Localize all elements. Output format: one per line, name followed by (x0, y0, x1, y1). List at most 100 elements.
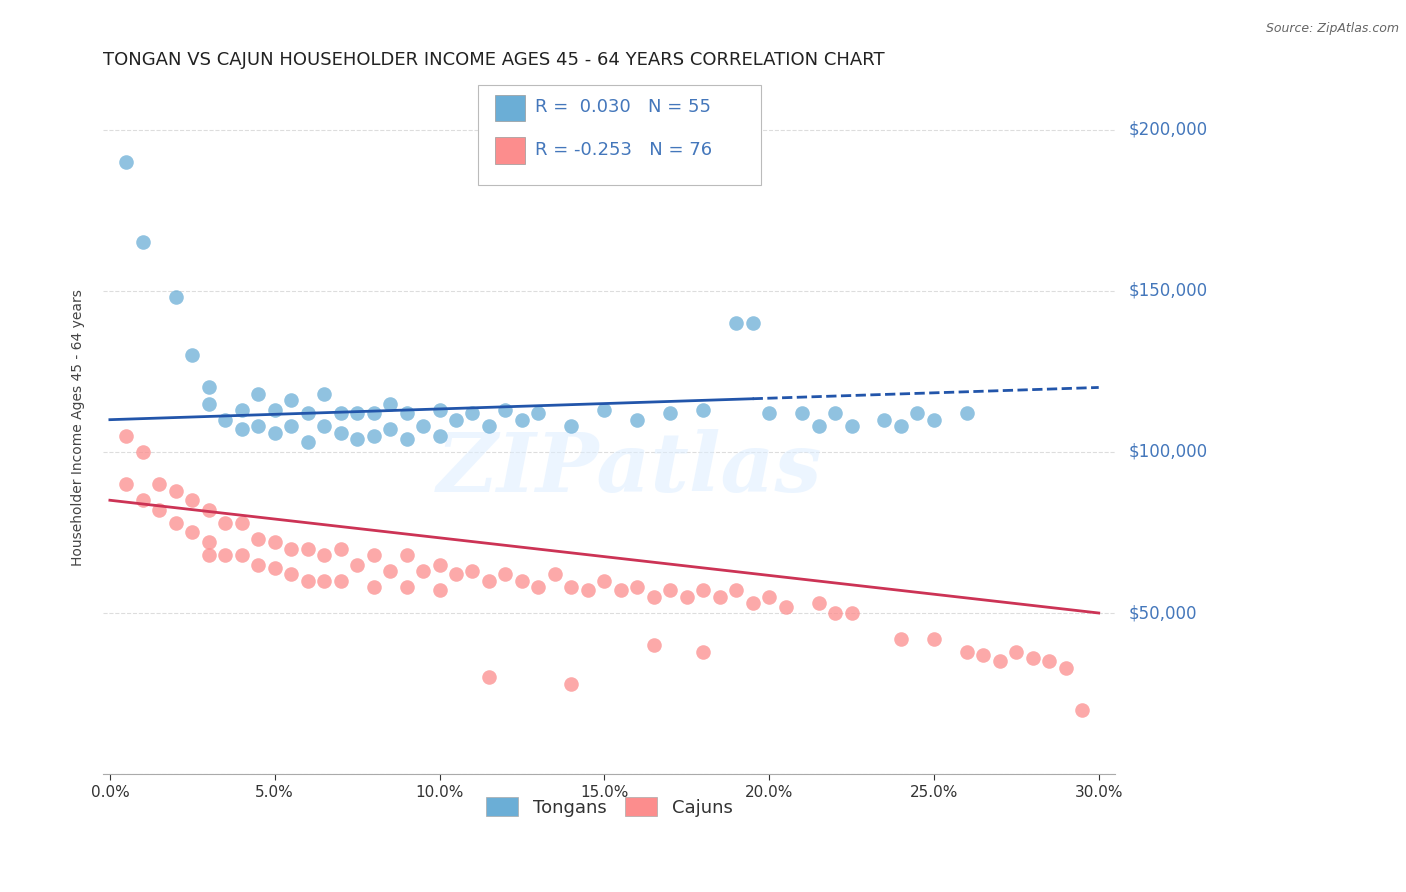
Point (378, 422, 401, 436)
Point (247, 532, 270, 546)
Point (725, 583, 748, 598)
Point (956, 406, 979, 420)
Point (412, 564, 434, 578)
Point (165, 516, 187, 530)
Point (593, 574, 616, 588)
Point (692, 645, 714, 659)
Point (165, 290, 187, 304)
Point (329, 406, 352, 420)
Point (510, 574, 533, 588)
Point (181, 493, 204, 508)
Point (610, 583, 633, 598)
Point (363, 429, 385, 443)
Point (181, 348, 204, 362)
Point (378, 396, 401, 410)
Point (314, 548, 336, 562)
Point (297, 435, 319, 450)
Point (444, 412, 467, 426)
Legend: Tongans, Cajuns: Tongans, Cajuns (479, 790, 740, 824)
Point (907, 406, 929, 420)
Point (841, 419, 863, 434)
Point (824, 406, 846, 420)
Point (527, 406, 550, 420)
Point (643, 590, 665, 604)
Point (593, 403, 616, 417)
Point (741, 596, 763, 610)
Text: R = -0.253   N = 76: R = -0.253 N = 76 (536, 141, 713, 159)
Point (115, 429, 138, 443)
Point (873, 412, 896, 426)
Point (132, 493, 155, 508)
Point (214, 548, 236, 562)
Point (758, 406, 780, 420)
Point (214, 412, 236, 426)
Point (478, 574, 501, 588)
Point (478, 419, 501, 434)
Text: $50,000: $50,000 (1129, 604, 1198, 622)
Point (148, 477, 170, 491)
Point (346, 558, 368, 572)
Point (1054, 661, 1077, 675)
Point (197, 535, 219, 549)
Point (544, 567, 567, 582)
FancyBboxPatch shape (495, 95, 526, 120)
Point (429, 403, 451, 417)
Point (115, 155, 138, 169)
Point (527, 580, 550, 594)
Point (132, 445, 155, 459)
Point (824, 606, 846, 620)
Point (626, 412, 648, 426)
Point (280, 419, 302, 434)
Point (263, 561, 285, 575)
Text: $100,000: $100,000 (1129, 443, 1208, 461)
Point (197, 503, 219, 517)
Point (197, 380, 219, 394)
Point (297, 574, 319, 588)
Text: TONGAN VS CAJUN HOUSEHOLDER INCOME AGES 45 - 64 YEARS CORRELATION CHART: TONGAN VS CAJUN HOUSEHOLDER INCOME AGES … (103, 51, 884, 69)
Point (576, 583, 599, 598)
Point (692, 583, 714, 598)
Text: Source: ZipAtlas.com: Source: ZipAtlas.com (1265, 22, 1399, 36)
Point (675, 590, 697, 604)
Point (461, 564, 484, 578)
Point (329, 425, 352, 440)
Point (346, 406, 368, 420)
Point (444, 567, 467, 582)
Point (280, 567, 302, 582)
Point (280, 541, 302, 556)
Point (725, 316, 748, 330)
Point (263, 403, 285, 417)
Point (643, 638, 665, 652)
Point (741, 316, 763, 330)
Point (395, 432, 418, 446)
Point (263, 425, 285, 440)
Point (263, 535, 285, 549)
Point (412, 419, 434, 434)
Point (659, 406, 682, 420)
Point (395, 580, 418, 594)
Text: ZIPatlas: ZIPatlas (437, 429, 823, 509)
Point (461, 406, 484, 420)
Point (1038, 654, 1060, 668)
Point (346, 432, 368, 446)
Point (807, 596, 830, 610)
Point (429, 583, 451, 598)
Point (922, 632, 945, 646)
Point (197, 396, 219, 410)
Point (709, 590, 731, 604)
Point (363, 580, 385, 594)
Point (890, 632, 912, 646)
Point (790, 406, 813, 420)
Point (395, 548, 418, 562)
Point (247, 558, 270, 572)
Text: $150,000: $150,000 (1129, 282, 1208, 300)
Point (314, 419, 336, 434)
Point (494, 403, 516, 417)
Point (429, 558, 451, 572)
Y-axis label: Householder Income Ages 45 - 64 years: Householder Income Ages 45 - 64 years (72, 289, 86, 566)
FancyBboxPatch shape (478, 85, 761, 186)
Point (478, 670, 501, 684)
Point (890, 419, 912, 434)
Point (378, 564, 401, 578)
Point (510, 412, 533, 426)
